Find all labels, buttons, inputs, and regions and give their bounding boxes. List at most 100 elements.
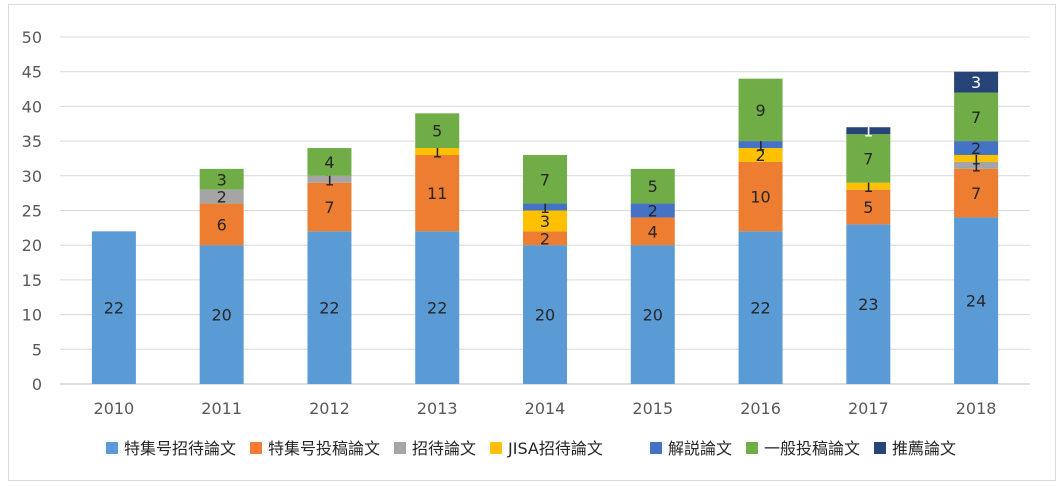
bar-segment: [199, 245, 244, 384]
data-label: 9: [755, 101, 765, 120]
data-label: 4: [324, 153, 334, 172]
data-label: 2: [971, 139, 981, 158]
data-label: 10: [750, 188, 770, 207]
bar-segment: [846, 182, 891, 190]
bar-segment: [307, 148, 352, 176]
bar-segment: [91, 231, 136, 384]
data-label: 1: [324, 170, 334, 189]
x-tick-label: 2017: [848, 399, 889, 418]
data-label: 6: [217, 215, 227, 234]
legend-swatch: [106, 442, 118, 454]
bar-segment: [523, 203, 567, 211]
bar-segment: [630, 245, 675, 384]
data-label: 3: [540, 212, 550, 231]
data-label: 11: [427, 184, 447, 203]
bar-segment: [415, 148, 460, 155]
legend-label: 特集号招待論文: [124, 439, 236, 458]
legend-swatch: [874, 442, 886, 454]
data-label: 22: [104, 299, 124, 318]
data-label: 7: [863, 149, 873, 168]
bar-segment: [199, 168, 244, 190]
data-label: 7: [540, 170, 550, 189]
bar-segment: [523, 231, 567, 246]
bar-segment: [738, 231, 783, 384]
legend-swatch: [394, 442, 406, 454]
legend-label: 推薦論文: [892, 439, 956, 458]
y-tick-label: 25: [22, 202, 42, 221]
data-label: 7: [971, 184, 981, 203]
data-label: 1: [540, 198, 550, 217]
legend-swatch: [490, 442, 502, 454]
bar-segment: [307, 231, 352, 384]
legend-swatch: [650, 442, 662, 454]
bar-segment: [954, 71, 999, 93]
data-label: 20: [643, 306, 663, 325]
bar-segment: [523, 210, 567, 232]
y-tick-label: 10: [22, 306, 42, 325]
x-tick-label: 2014: [525, 399, 566, 418]
legend-label: 一般投稿論文: [764, 439, 860, 458]
data-label: 22: [750, 299, 770, 318]
bar-segment: [523, 245, 567, 384]
data-label: 20: [535, 306, 555, 325]
bar-segment: [738, 148, 783, 162]
bar-segment: [630, 168, 675, 204]
bar-segment: [954, 92, 999, 142]
bar-segment: [954, 168, 999, 218]
data-label: 1: [863, 122, 873, 141]
data-label: 20: [211, 306, 231, 325]
x-tick-label: 2012: [309, 399, 350, 418]
bar-segment: [846, 224, 891, 384]
data-label: 2: [540, 229, 550, 248]
data-label: 1: [863, 177, 873, 196]
y-tick-label: 30: [22, 167, 42, 186]
y-tick-label: 20: [22, 236, 42, 255]
bar-segment: [630, 217, 675, 246]
x-tick-label: 2015: [632, 399, 673, 418]
data-label: 5: [863, 198, 873, 217]
y-tick-label: 5: [32, 340, 42, 359]
bar-segment: [954, 161, 999, 169]
bar-segment: [738, 161, 783, 232]
data-label: 24: [966, 292, 986, 311]
y-tick-label: 0: [32, 375, 42, 394]
x-tick-label: 2018: [956, 399, 997, 418]
y-tick-label: 15: [22, 271, 42, 290]
data-label: 2: [217, 188, 227, 207]
data-label: 2: [755, 146, 765, 165]
legend-swatch: [250, 442, 262, 454]
bar-segment: [415, 231, 460, 384]
x-tick-label: 2010: [94, 399, 135, 418]
y-tick-label: 50: [22, 28, 42, 47]
data-label: 7: [971, 108, 981, 127]
bar-segment: [846, 127, 891, 135]
bar-segment: [415, 154, 460, 232]
bar-segment: [630, 203, 675, 218]
bar-segment: [738, 78, 783, 142]
bar-segment: [307, 182, 352, 232]
bar-segment: [199, 203, 244, 246]
data-label: 4: [648, 222, 658, 241]
y-tick-label: 40: [22, 97, 42, 116]
data-label: 1: [755, 136, 765, 155]
bar-segment: [307, 175, 352, 183]
legend-label: 特集号投稿論文: [268, 439, 380, 458]
x-tick-label: 2011: [201, 399, 242, 418]
legend-label: 招待論文: [412, 439, 476, 458]
bar-segment: [846, 189, 891, 225]
data-label: 1: [432, 143, 442, 162]
legend-swatch: [746, 442, 758, 454]
x-tick-label: 2013: [417, 399, 458, 418]
data-label: 22: [427, 299, 447, 318]
data-label: 2: [648, 202, 658, 221]
y-tick-label: 35: [22, 132, 42, 151]
data-label: 5: [648, 177, 658, 196]
y-tick-label: 45: [22, 63, 42, 82]
bar-segment: [523, 154, 567, 204]
bar-segment: [738, 141, 783, 149]
bar-segment: [954, 154, 999, 162]
legend-label: 解説論文: [668, 439, 732, 458]
bar-segment: [846, 134, 891, 183]
data-label: 3: [971, 73, 981, 92]
